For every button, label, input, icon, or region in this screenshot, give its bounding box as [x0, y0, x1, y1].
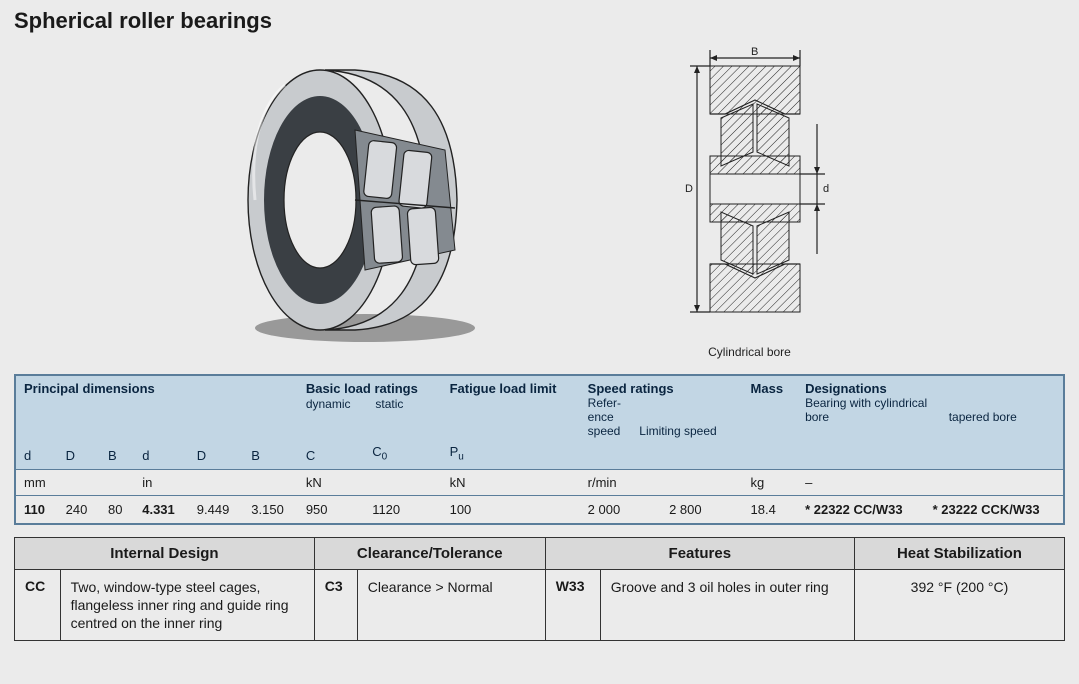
cell-limspeed: 2 800 [661, 495, 742, 524]
col-sub-tapbore: tapered bore [949, 410, 1017, 424]
col-desig1 [797, 441, 925, 469]
bearing-3d-illustration [215, 50, 495, 350]
diagram-caption: Cylindrical bore [635, 345, 865, 359]
th-internal: Internal Design [15, 537, 315, 569]
unit-mm: mm [15, 469, 134, 495]
col-sub-refspeed: Refer-ence speed [588, 396, 636, 438]
page-title: Spherical roller bearings [14, 8, 1065, 34]
cell-B-mm: 80 [100, 495, 134, 524]
dim-label-D: D [685, 183, 693, 195]
cross-section-diagram: B [635, 44, 865, 334]
cell-C0: 1120 [364, 495, 441, 524]
dimensions-table: Principal dimensions Basic load ratings … [14, 374, 1065, 525]
col-D-in: D [189, 441, 244, 469]
cell-desig-cyl: * 22322 CC/W33 [797, 495, 925, 524]
col-sub-dynamic: dynamic [306, 397, 351, 411]
cell-refspeed: 2 000 [580, 495, 661, 524]
cell-heat-text: 392 °F (200 °C) [854, 569, 1064, 641]
col-group-principal: Principal dimensions [24, 381, 155, 396]
col-group-basicload: Basic load ratings [306, 381, 418, 396]
cell-d-in: 4.331 [134, 495, 189, 524]
col-sub-cylbore: Bearing with cylindrical bore [805, 396, 945, 424]
cell-clearance-text: Clearance > Normal [357, 569, 545, 641]
col-refspeed [580, 441, 661, 469]
cell-D-in: 9.449 [189, 495, 244, 524]
cell-B-in: 3.150 [243, 495, 298, 524]
th-heat: Heat Stabilization [854, 537, 1064, 569]
col-C: C [298, 441, 364, 469]
col-B-mm: B [100, 441, 134, 469]
unit-dash: – [797, 469, 1064, 495]
col-D-mm: D [58, 441, 100, 469]
col-group-mass: Mass [751, 381, 784, 396]
col-mass [743, 441, 798, 469]
cell-Pu: 100 [442, 495, 580, 524]
dim-label-d: d [823, 183, 829, 195]
th-features: Features [545, 537, 854, 569]
col-sub-limspeed: Limiting speed [639, 424, 716, 438]
col-sub-static: static [375, 397, 403, 411]
cell-internal-text: Two, window-type steel cages, flangeless… [60, 569, 314, 641]
unit-kN: kN [298, 469, 442, 495]
col-Pu: Pu [442, 441, 580, 469]
col-d-mm: d [15, 441, 58, 469]
unit-kN2: kN [442, 469, 580, 495]
col-group-desig: Designations [805, 381, 887, 396]
cell-desig-tap: * 23222 CCK/W33 [925, 495, 1064, 524]
unit-rmin: r/min [580, 469, 743, 495]
col-group-speed: Speed ratings [588, 381, 674, 396]
col-desig2 [925, 441, 1064, 469]
col-B-in: B [243, 441, 298, 469]
cell-clearance-code: C3 [314, 569, 357, 641]
unit-kg: kg [743, 469, 798, 495]
cell-C: 950 [298, 495, 364, 524]
cell-d-mm: 110 [15, 495, 58, 524]
unit-in: in [134, 469, 298, 495]
cell-features-code: W33 [545, 569, 600, 641]
th-clearance: Clearance/Tolerance [314, 537, 545, 569]
col-d-in: d [134, 441, 189, 469]
cell-mass: 18.4 [743, 495, 798, 524]
hero-illustrations: B [14, 40, 1065, 360]
table-row: 110 240 80 4.331 9.449 3.150 950 1120 10… [15, 495, 1064, 524]
cell-D-mm: 240 [58, 495, 100, 524]
col-limspeed [661, 441, 742, 469]
col-group-fatigue: Fatigue load limit [450, 381, 557, 396]
col-C0: C0 [364, 441, 441, 469]
dim-label-B: B [751, 46, 758, 58]
cell-features-text: Groove and 3 oil holes in outer ring [600, 569, 854, 641]
cell-internal-code: CC [15, 569, 61, 641]
features-table: Internal Design Clearance/Tolerance Feat… [14, 537, 1065, 642]
